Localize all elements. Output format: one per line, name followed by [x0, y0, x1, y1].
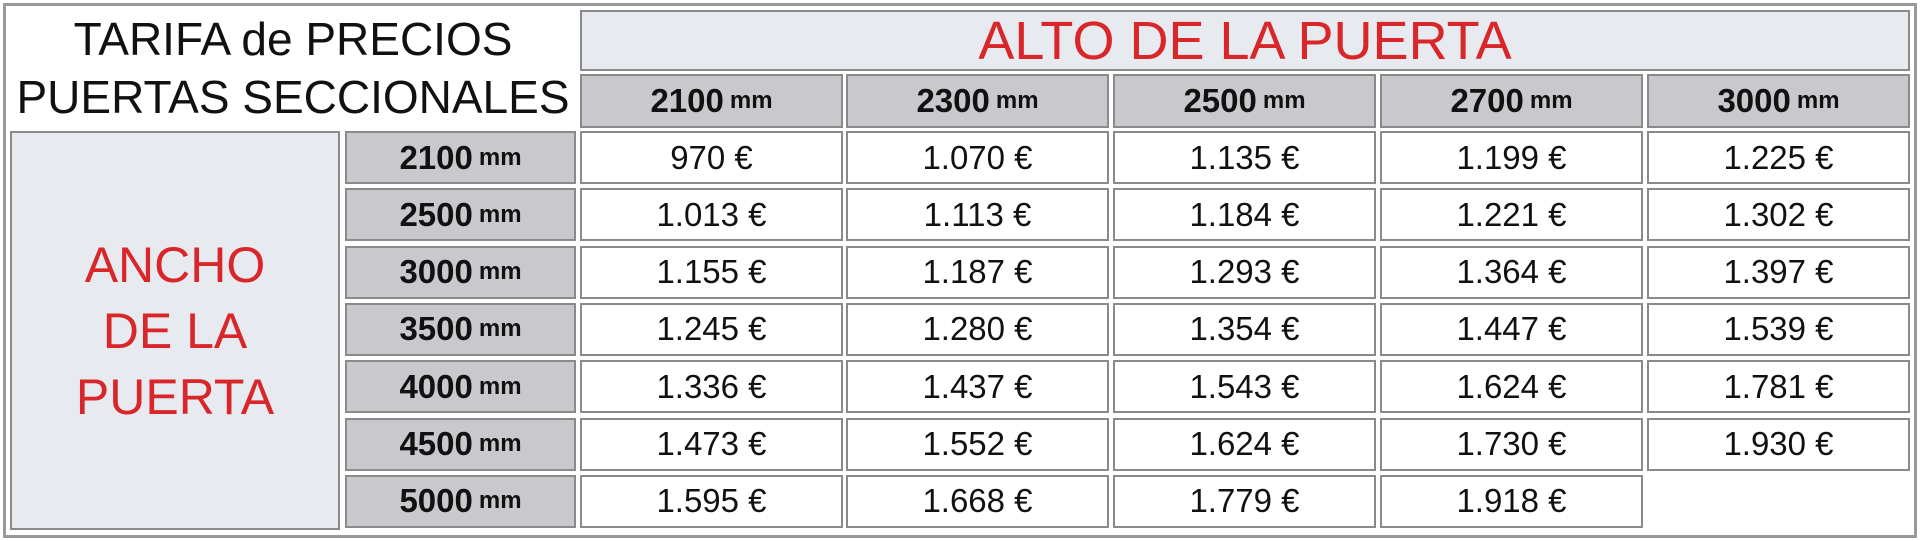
- size-unit: mm: [1529, 87, 1573, 114]
- width-line: DE LA: [102, 302, 248, 359]
- size-unit: mm: [478, 487, 522, 515]
- size-number: 4500: [399, 425, 473, 462]
- price-cell: 1.354 €: [1113, 302, 1376, 356]
- price-cell: 1.336 €: [580, 360, 843, 414]
- price-cell: 1.225 €: [1647, 131, 1910, 184]
- price-cell: 1.221 €: [1380, 188, 1643, 242]
- size-number: 2700: [1450, 82, 1524, 119]
- price-cell: 1.397 €: [1647, 245, 1910, 299]
- width-block: ANCHO DE LA PUERTA: [10, 131, 340, 530]
- price-cell: 1.437 €: [846, 360, 1109, 414]
- price-cell: 1.070 €: [846, 131, 1109, 184]
- price-cell: 1.245 €: [580, 302, 843, 356]
- column-header: 2100 mm: [580, 74, 843, 128]
- size-number: 2100: [650, 82, 724, 119]
- size-number: 2100: [399, 138, 473, 176]
- size-unit: mm: [478, 372, 522, 400]
- price-cell: 1.364 €: [1380, 245, 1643, 299]
- size-number: 5000: [399, 482, 473, 520]
- price-cell: 970 €: [580, 131, 843, 184]
- price-cell: 1.293 €: [1113, 245, 1376, 299]
- size-unit: mm: [478, 430, 522, 457]
- price-cell: 1.187 €: [846, 245, 1109, 299]
- price-cell: 1.781 €: [1647, 360, 1910, 414]
- column-header: 3000 mm: [1647, 74, 1910, 128]
- row-header: 2500 mm: [345, 188, 576, 242]
- price-cell: 1.447 €: [1380, 302, 1643, 356]
- size-number: 2300: [916, 82, 990, 119]
- column-header: 2700 mm: [1380, 74, 1643, 128]
- price-cell: 1.930 €: [1647, 417, 1910, 471]
- title-line: TARIFA de PRECIOS: [73, 13, 513, 65]
- row-header: 3000 mm: [345, 245, 576, 299]
- height-banner: ALTO DE LA PUERTA: [580, 10, 1910, 71]
- price-cell: 1.779 €: [1113, 474, 1376, 528]
- width-line: ANCHO: [84, 236, 266, 293]
- row-header: 4000 mm: [345, 360, 576, 414]
- price-cell: 1.624 €: [1113, 417, 1376, 471]
- row-header: 3500 mm: [345, 302, 576, 356]
- title-line: PUERTAS SECCIONALES: [16, 71, 570, 123]
- price-cell: 1.730 €: [1380, 417, 1643, 471]
- size-unit: mm: [478, 143, 522, 171]
- price-cell: 1.624 €: [1380, 360, 1643, 414]
- price-cell: 1.113 €: [846, 188, 1109, 242]
- price-cell: 1.184 €: [1113, 188, 1376, 242]
- size-number: 2500: [1183, 82, 1257, 119]
- price-cell: 1.539 €: [1647, 302, 1910, 356]
- size-number: 3000: [399, 253, 473, 291]
- price-cell: 1.302 €: [1647, 188, 1910, 242]
- size-number: 4000: [399, 367, 473, 405]
- row-header: 2100 mm: [345, 131, 576, 184]
- row-header: 5000 mm: [345, 474, 576, 528]
- row-header: 4500 mm: [345, 417, 576, 471]
- size-unit: mm: [478, 200, 522, 228]
- price-cell: 1.280 €: [846, 302, 1109, 356]
- title-block: TARIFA de PRECIOS PUERTAS SECCIONALES: [10, 8, 576, 128]
- price-cell: 1.543 €: [1113, 360, 1376, 414]
- size-unit: mm: [478, 315, 522, 343]
- size-unit: mm: [995, 87, 1039, 114]
- price-cell: 1.013 €: [580, 188, 843, 242]
- price-cell: 1.155 €: [580, 245, 843, 299]
- price-cell: 1.552 €: [846, 417, 1109, 471]
- size-unit: mm: [1796, 87, 1840, 114]
- price-cell: 1.473 €: [580, 417, 843, 471]
- size-number: 3500: [399, 310, 473, 348]
- price-cell: 1.918 €: [1380, 474, 1643, 528]
- price-cell: 1.199 €: [1380, 131, 1643, 184]
- column-header: 2500 mm: [1113, 74, 1376, 128]
- size-number: 2500: [399, 195, 473, 233]
- price-cell: 1.668 €: [846, 474, 1109, 528]
- price-cell: 1.135 €: [1113, 131, 1376, 184]
- price-cell: 1.595 €: [580, 474, 843, 528]
- outer-frame: [3, 3, 1917, 538]
- size-unit: mm: [478, 258, 522, 286]
- width-line: PUERTA: [75, 368, 275, 425]
- column-header: 2300 mm: [846, 74, 1109, 128]
- size-unit: mm: [1262, 87, 1306, 114]
- size-number: 3000: [1717, 82, 1791, 119]
- size-unit: mm: [729, 87, 773, 114]
